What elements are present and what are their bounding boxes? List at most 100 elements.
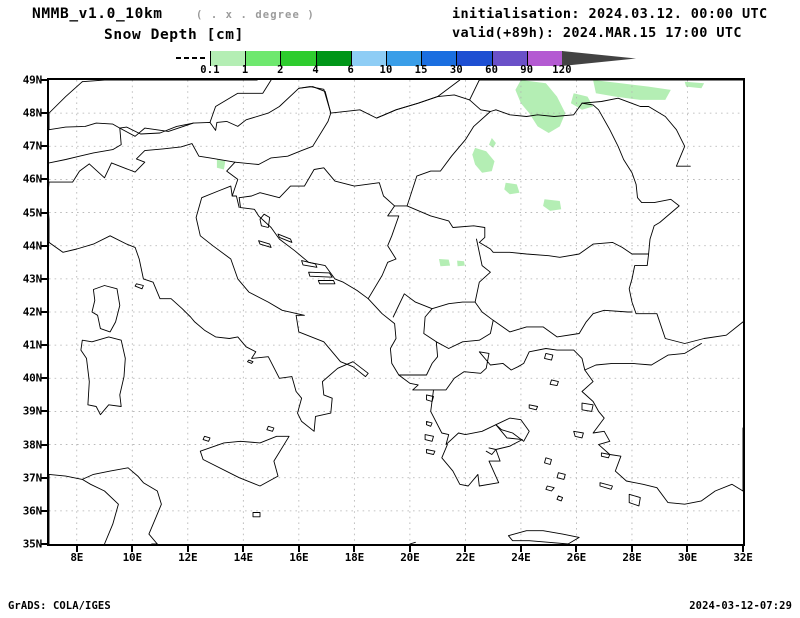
colorbar-label-0.1: 0.1	[200, 64, 220, 76]
edge-libya	[409, 541, 416, 544]
lon-tick-mark	[686, 546, 689, 552]
lat-tick-mark	[41, 211, 47, 214]
map-canvas	[49, 80, 743, 544]
lat-tick-37N: 37N	[22, 471, 42, 485]
model-subtitle: ( . x . degree )	[196, 9, 315, 21]
island-samothrace	[544, 352, 554, 361]
coast-corsica	[91, 285, 121, 333]
lat-tick-43N: 43N	[22, 272, 42, 286]
coast-greece-aegean-north	[433, 343, 702, 391]
lon-tick-10E: 10E	[122, 551, 142, 564]
border-ukraine-slovakia	[469, 80, 480, 101]
lon-tick-mark	[297, 546, 300, 552]
colorbar-overflow-arrow	[562, 51, 636, 66]
lat-tick-36N: 36N	[22, 504, 42, 518]
lon-tick-mark	[242, 546, 245, 552]
map-plot-area[interactable]	[47, 78, 745, 546]
border-austria-germany	[119, 122, 194, 137]
lon-tick-26E: 26E	[566, 551, 587, 564]
coast-romania-east	[581, 102, 680, 255]
colorbar-tick-labels: 0.1 1 2 4 6 10 15 30 60 90 120	[0, 64, 800, 78]
lat-tick-mark	[41, 344, 47, 347]
border-swiss-interior	[49, 127, 122, 164]
lat-tick-mark	[41, 543, 47, 545]
border-croatia-north	[238, 167, 396, 207]
border-austria-slovakia	[298, 86, 332, 114]
coast-italy	[49, 185, 369, 432]
colorbar-segment-3	[316, 51, 352, 66]
island-rhodes	[628, 493, 641, 507]
island-egadi	[202, 435, 211, 442]
coast-east-adriatic	[238, 197, 434, 391]
colorbar-label-120: 120	[552, 64, 572, 76]
island-kefalonia	[424, 434, 434, 442]
colorbar-label-1: 1	[241, 64, 249, 76]
lat-tick-49N: 49N	[22, 73, 42, 87]
colorbar-segment-0	[211, 51, 247, 66]
island-lefkada	[426, 420, 433, 427]
lat-tick-39N: 39N	[22, 404, 42, 418]
lat-tick-mark	[41, 178, 47, 181]
colorbar-segment-7	[457, 51, 493, 66]
lon-tick-14E: 14E	[233, 551, 253, 564]
lat-tick-mark	[41, 277, 47, 280]
lon-tick-18E: 18E	[344, 551, 364, 564]
coast-black-sea-west	[628, 253, 743, 344]
lon-tick-20E: 20E	[400, 551, 420, 564]
lat-tick-44N: 44N	[22, 239, 42, 253]
snow-depth-layer	[216, 80, 705, 267]
border-italy-north	[49, 143, 239, 197]
colorbar-label-6: 6	[347, 64, 355, 76]
dash-mark	[192, 57, 197, 59]
lat-tick-38N: 38N	[22, 438, 42, 452]
lat-tick-41N: 41N	[22, 338, 42, 352]
snow-patch-2	[570, 93, 594, 110]
dash-mark	[176, 57, 181, 59]
dash-mark	[200, 57, 205, 59]
border-romania-hungary	[394, 111, 491, 207]
island-corfu	[426, 394, 434, 402]
coast-turkey-west	[581, 369, 743, 505]
lon-tick-mark	[742, 546, 744, 552]
lon-tick-8E: 8E	[70, 551, 84, 564]
variable-title: Snow Depth [cm]	[104, 27, 244, 43]
snow-patch-7	[439, 259, 451, 267]
colorbar-label-30: 30	[449, 64, 463, 76]
island-lesbos	[581, 402, 594, 412]
coast-sicily	[199, 435, 290, 487]
colorbar-strip	[210, 51, 563, 66]
colorbar-segment-4	[351, 51, 387, 66]
island-hvar	[308, 271, 333, 278]
coastline-layer	[49, 80, 743, 544]
lon-tick-mark	[519, 546, 522, 552]
coast-argolis	[485, 447, 497, 455]
colorbar-segment-2	[281, 51, 317, 66]
lat-tick-mark	[41, 244, 47, 247]
island-korcula	[317, 280, 336, 285]
lon-tick-mark	[575, 546, 578, 552]
lon-tick-mark	[408, 546, 411, 552]
island-pag	[277, 233, 293, 243]
border-slovakia-poland	[376, 80, 461, 119]
lat-tick-mark	[41, 112, 47, 115]
island-capri	[247, 359, 254, 364]
coast-greece-west	[430, 389, 523, 487]
lon-tick-30E: 30E	[677, 551, 698, 564]
lat-tick-47N: 47N	[22, 139, 42, 153]
island-lipari	[266, 425, 275, 432]
lat-tick-mark	[41, 410, 47, 413]
lon-tick-28E: 28E	[622, 551, 642, 564]
lat-tick-40N: 40N	[22, 371, 42, 385]
colorbar-segment-5	[386, 51, 423, 66]
lon-tick-mark	[75, 546, 78, 552]
lon-tick-22E: 22E	[455, 551, 476, 564]
colorbar-label-60: 60	[485, 64, 499, 76]
lon-tick-mark	[464, 546, 467, 552]
island-chios	[573, 430, 584, 439]
border-moldova	[581, 97, 691, 167]
colorbar-label-15: 15	[414, 64, 428, 76]
lat-tick-46N: 46N	[22, 172, 42, 186]
colorbar-segment-6	[422, 51, 458, 66]
island-cres-losinj	[259, 213, 271, 228]
island-skyros	[528, 404, 539, 411]
